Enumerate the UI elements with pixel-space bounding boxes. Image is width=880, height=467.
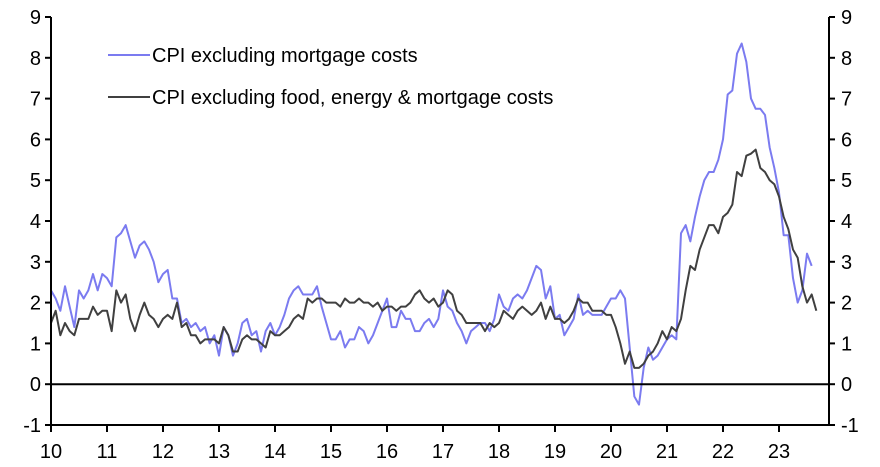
x-tick-label: 16 <box>376 441 398 463</box>
y-tick-label-left: 8 <box>30 48 41 70</box>
x-tick-label: 12 <box>152 441 174 463</box>
x-tick-label: 17 <box>432 441 454 463</box>
series-layer <box>50 42 818 406</box>
x-tick-label: 22 <box>712 441 734 463</box>
y-tick-label-right: 2 <box>841 293 852 315</box>
legend-label-cpi-excl-food-energy-mortgage: CPI excluding food, energy & mortgage co… <box>152 87 553 109</box>
legend: CPI excluding mortgage costs CPI excludi… <box>108 45 553 109</box>
legend-label-cpi-excl-mortgage: CPI excluding mortgage costs <box>152 45 418 67</box>
x-tick-label: 19 <box>544 441 566 463</box>
y-tick-label-left: 7 <box>30 89 41 111</box>
y-tick-label-right: 0 <box>841 374 852 396</box>
y-tick-label-left: 1 <box>30 333 41 355</box>
y-tick-label-right: -1 <box>841 415 859 437</box>
x-tick-label: 11 <box>97 441 118 463</box>
y-tick-label-left: 0 <box>30 374 41 396</box>
series-line-cpi-excl-food-energy-mortgage <box>50 148 818 369</box>
y-tick-label-right: 1 <box>841 333 852 355</box>
y-tick-label-left: 9 <box>30 7 41 29</box>
y-tick-label-right: 3 <box>841 252 852 274</box>
y-tick-label-right: 9 <box>841 7 852 29</box>
y-tick-label-right: 4 <box>841 211 852 233</box>
y-tick-label-right: 5 <box>841 170 852 192</box>
y-tick-label-right: 7 <box>841 89 852 111</box>
y-tick-label-left: 4 <box>30 211 41 233</box>
y-tick-label-left: 5 <box>30 170 41 192</box>
x-tick-label: 14 <box>264 441 286 463</box>
x-tick-label: 23 <box>768 441 790 463</box>
x-tick-label: 13 <box>208 441 230 463</box>
y-tick-label-left: 6 <box>30 129 41 151</box>
x-tick-label: 20 <box>600 441 622 463</box>
y-tick-label-left: 3 <box>30 252 41 274</box>
x-tick-label: 10 <box>40 441 62 463</box>
x-tick-label: 15 <box>320 441 342 463</box>
x-tick-label: 18 <box>488 441 510 463</box>
y-tick-label-left: -1 <box>23 415 41 437</box>
axes-layer: -1 -10 01 12 23 34 45 56 67 78 89 910 11 12 13 14 15 16 17… <box>23 7 859 463</box>
y-tick-label-left: 2 <box>30 293 41 315</box>
y-tick-label-right: 8 <box>841 48 852 70</box>
x-tick-label: 21 <box>656 441 678 463</box>
y-tick-label-right: 6 <box>841 129 852 151</box>
